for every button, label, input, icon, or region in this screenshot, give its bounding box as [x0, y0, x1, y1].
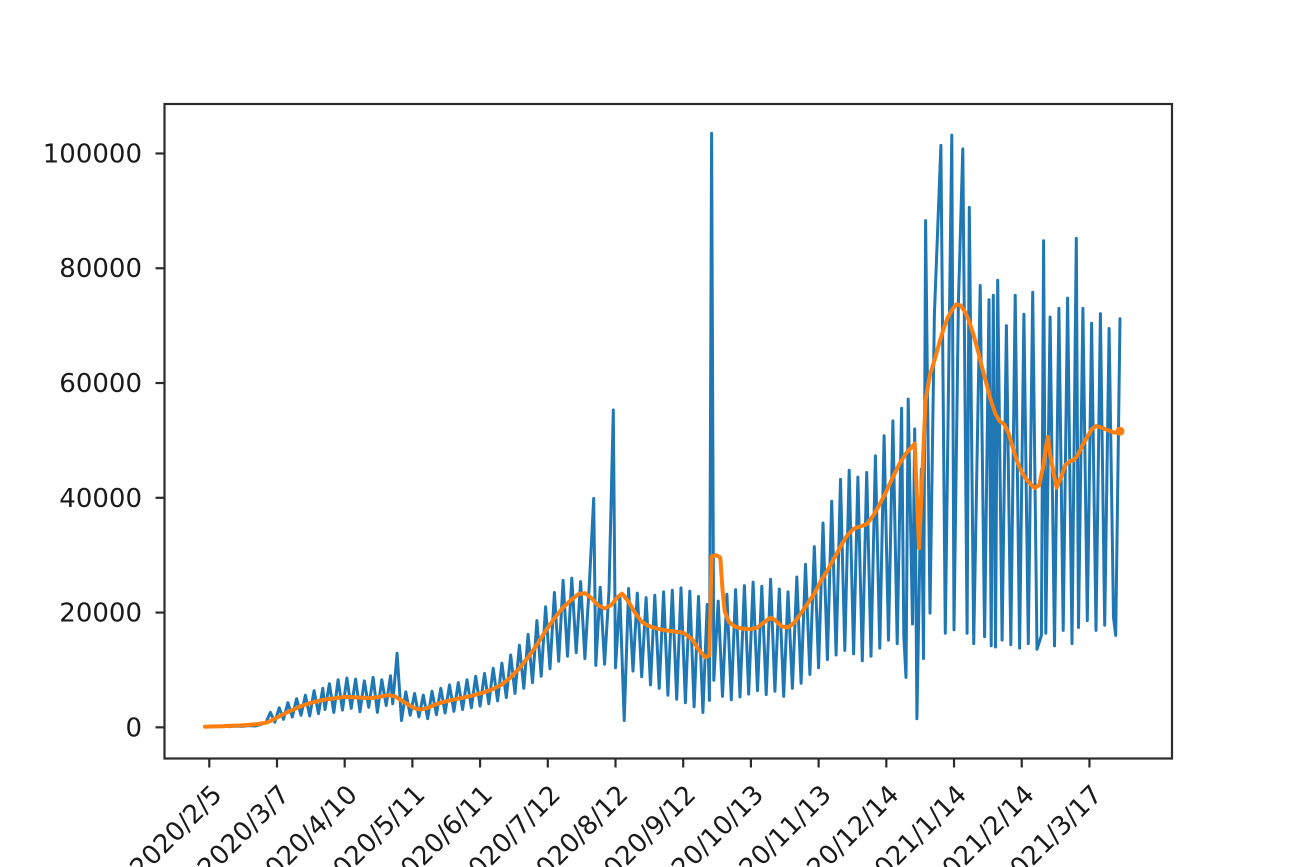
x-axis-ticks	[208, 758, 1091, 768]
y-axis-labels: 0 20000 40000 60000 80000 100000	[43, 139, 142, 743]
y-axis-ticks	[155, 152, 165, 729]
y-tick-label: 40000	[59, 484, 142, 514]
y-tick-label: 0	[125, 713, 142, 743]
series-line-smoothed-average	[202, 302, 1122, 729]
y-tick-label: 20000	[59, 599, 142, 629]
y-tick-label: 100000	[43, 139, 142, 169]
y-tick-label: 80000	[59, 254, 142, 284]
series-end-marker-smoothed-average	[1115, 426, 1125, 436]
y-tick-label: 60000	[59, 369, 142, 399]
series-line-daily-values	[203, 131, 1122, 729]
series-layer	[202, 131, 1125, 729]
plot-border	[163, 102, 1174, 760]
x-axis-labels: 2020/2/52020/3/72020/4/102020/5/112020/6…	[124, 780, 1108, 867]
